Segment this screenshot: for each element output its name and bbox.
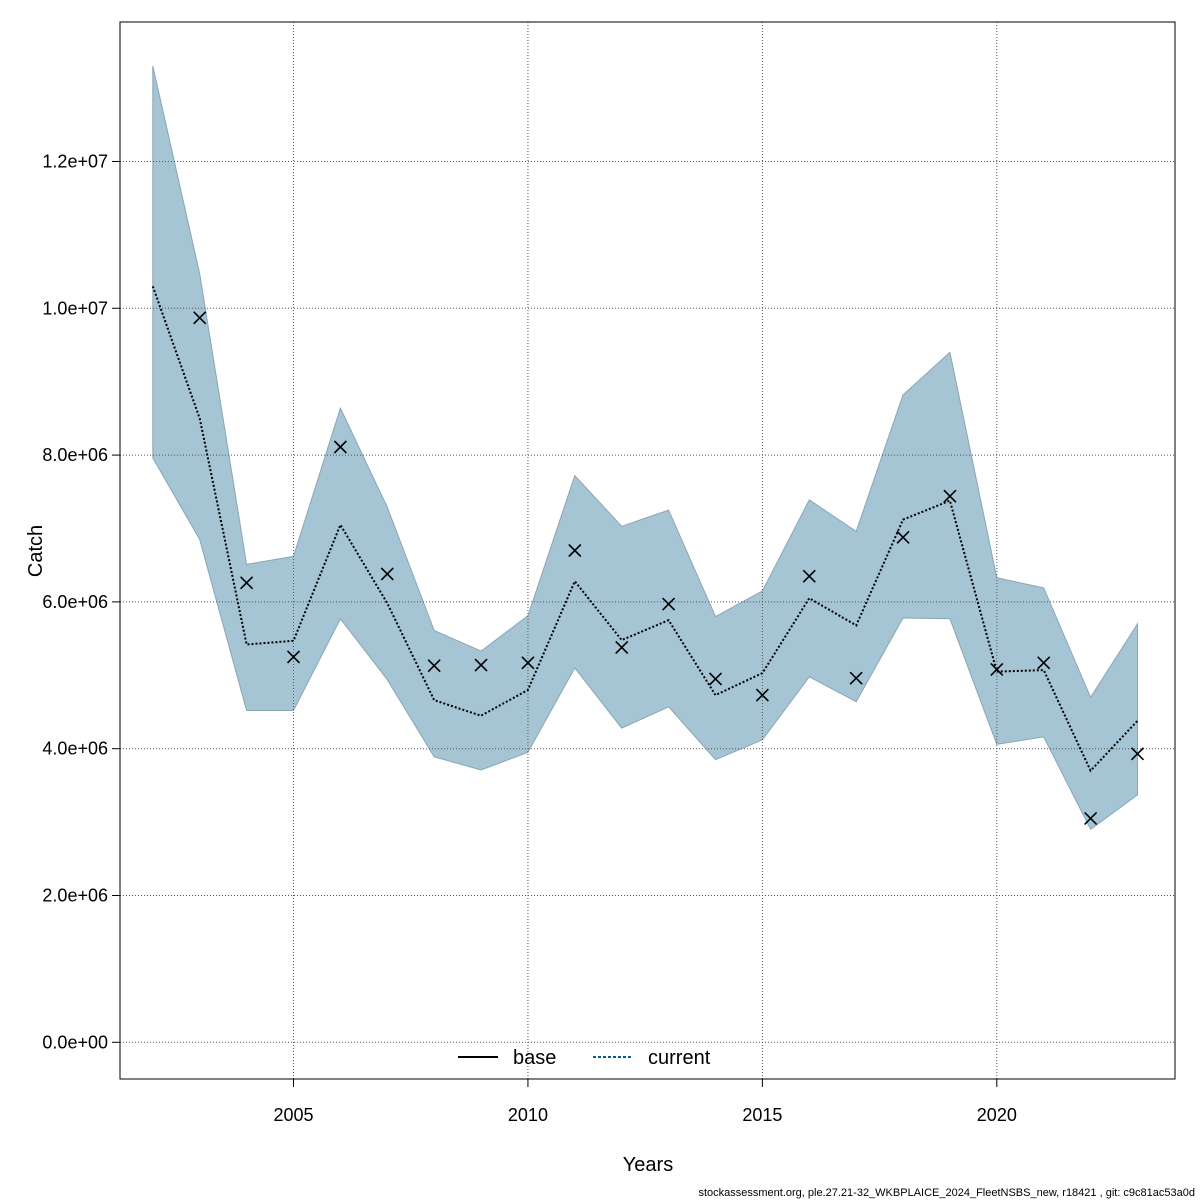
observation-point bbox=[802, 569, 816, 583]
y-tick-label: 8.0e+06 bbox=[42, 445, 108, 465]
confidence-band-layer bbox=[152, 65, 1138, 831]
observation-mark-stroke bbox=[193, 311, 207, 325]
observation-mark-stroke bbox=[708, 672, 723, 686]
legend: base current bbox=[458, 1047, 711, 1069]
y-tick-label: 4.0e+06 bbox=[42, 739, 108, 759]
y-tick-label: 1.2e+07 bbox=[42, 151, 108, 171]
observation-point bbox=[286, 650, 301, 664]
observation-mark-stroke bbox=[1084, 811, 1098, 825]
observation-mark-stroke bbox=[615, 640, 629, 654]
observation-point bbox=[521, 656, 535, 670]
y-tick-label: 6.0e+06 bbox=[42, 592, 108, 612]
observation-point bbox=[896, 530, 910, 544]
observation-point bbox=[990, 662, 1004, 676]
observation-mark-stroke bbox=[474, 658, 488, 672]
observation-mark-stroke bbox=[662, 597, 676, 611]
observation-point bbox=[708, 672, 723, 686]
observation-point bbox=[662, 597, 676, 611]
observation-mark-stroke bbox=[755, 688, 769, 702]
observation-mark-stroke bbox=[286, 650, 301, 664]
x-tick-label: 2020 bbox=[977, 1105, 1017, 1125]
observation-point bbox=[1084, 811, 1098, 825]
observation-point bbox=[755, 688, 769, 702]
observation-point bbox=[568, 543, 582, 558]
observation-marker-layer bbox=[193, 311, 1145, 825]
observation-point bbox=[615, 640, 629, 654]
observation-point bbox=[943, 489, 957, 503]
series-line-layer bbox=[151, 285, 1139, 773]
legend-label-base: base bbox=[513, 1047, 556, 1069]
observation-mark-stroke bbox=[240, 576, 254, 590]
x-tick-label: 2015 bbox=[742, 1105, 782, 1125]
grid-layer bbox=[120, 22, 1175, 1079]
y-tick-label: 2.0e+06 bbox=[42, 885, 108, 905]
footer-text: stockassessment.org, ple.27.21-32_WKBPLA… bbox=[698, 1187, 1195, 1199]
legend-label-current: current bbox=[648, 1047, 711, 1069]
observation-point bbox=[380, 567, 394, 581]
observation-point bbox=[1130, 747, 1145, 761]
y-tick-label: 1.0e+07 bbox=[42, 298, 108, 318]
observation-mark-stroke bbox=[521, 656, 535, 670]
y-axis-title: Catch bbox=[25, 525, 47, 577]
observation-mark-stroke bbox=[333, 440, 347, 454]
observation-mark-stroke bbox=[896, 530, 910, 544]
observation-mark-stroke bbox=[427, 659, 441, 673]
observation-mark-stroke bbox=[990, 662, 1004, 676]
observation-point bbox=[849, 671, 863, 685]
x-axis: 2005 2010 2015 2020 bbox=[273, 1079, 1017, 1125]
x-axis-title: Years bbox=[623, 1154, 673, 1176]
observation-mark-stroke bbox=[1130, 747, 1145, 761]
observation-point bbox=[427, 659, 441, 673]
observation-point bbox=[474, 658, 488, 672]
observation-mark-stroke bbox=[568, 543, 582, 558]
y-axis: 0.0e+00 2.0e+06 4.0e+06 6.0e+06 8.0e+06 1.0e+… bbox=[42, 151, 120, 1052]
observation-mark-stroke bbox=[380, 567, 394, 581]
observation-point bbox=[1037, 656, 1051, 670]
observation-mark-stroke bbox=[943, 489, 957, 503]
observation-mark-stroke bbox=[849, 671, 863, 685]
plot-frame bbox=[119, 21, 1176, 1080]
observation-mark-stroke bbox=[802, 569, 816, 583]
observation-point bbox=[240, 576, 254, 590]
observation-point bbox=[333, 440, 347, 454]
confidence-band bbox=[152, 65, 1138, 831]
x-tick-label: 2010 bbox=[508, 1105, 548, 1125]
x-tick-label: 2005 bbox=[273, 1105, 313, 1125]
observation-point bbox=[193, 311, 207, 325]
observation-mark-stroke bbox=[1037, 656, 1051, 670]
y-tick-label: 0.0e+00 bbox=[42, 1032, 108, 1052]
series-line-current bbox=[151, 285, 1139, 773]
